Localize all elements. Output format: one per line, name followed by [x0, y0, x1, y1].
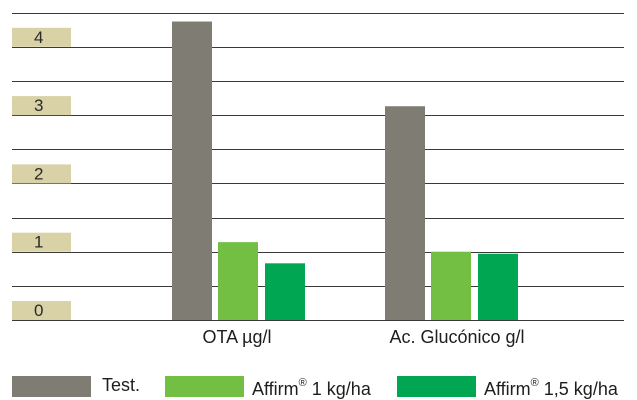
chart-legend: Test. Affirm® 1 kg/ha Affirm® 1,5 kg/ha — [0, 366, 637, 399]
bar-1-series-3 — [265, 263, 305, 320]
bar-2-series-1 — [385, 106, 425, 320]
legend-swatch-affirm-1-5 — [397, 376, 476, 397]
bar-1-series-1 — [172, 21, 212, 321]
bar-1-series-2 — [218, 242, 258, 320]
legend-label-affirm-1-5: Affirm® 1,5 kg/ha — [484, 377, 618, 399]
legend-swatch-affirm-1 — [165, 376, 244, 397]
bar-2-series-2 — [431, 251, 471, 320]
x-category-label-1: OTA µg/l — [202, 327, 271, 347]
y-tick-label-3: 3 — [34, 96, 43, 115]
y-tick-label-0: 0 — [34, 301, 43, 320]
legend-label-test: Test. — [102, 375, 141, 395]
y-tick-label-4: 4 — [34, 28, 43, 47]
y-tick-box-0 — [12, 301, 71, 320]
y-tick-label-1: 1 — [34, 233, 43, 252]
y-tick-label-2: 2 — [34, 164, 43, 183]
bar-2-series-3 — [478, 253, 518, 320]
y-tick-box-2 — [12, 164, 71, 184]
legend-swatch-test — [12, 376, 91, 397]
x-category-label-2: Ac. Glucónico g/l — [389, 327, 524, 347]
y-tick-box-4 — [12, 27, 71, 47]
y-tick-box-1 — [12, 232, 71, 252]
y-tick-box-3 — [12, 96, 71, 116]
bar-chart: 0 1 2 3 4 OTA µg/l Ac. Glucónico g/l — [12, 13, 624, 347]
legend-label-affirm-1: Affirm® 1 kg/ha — [252, 377, 371, 399]
